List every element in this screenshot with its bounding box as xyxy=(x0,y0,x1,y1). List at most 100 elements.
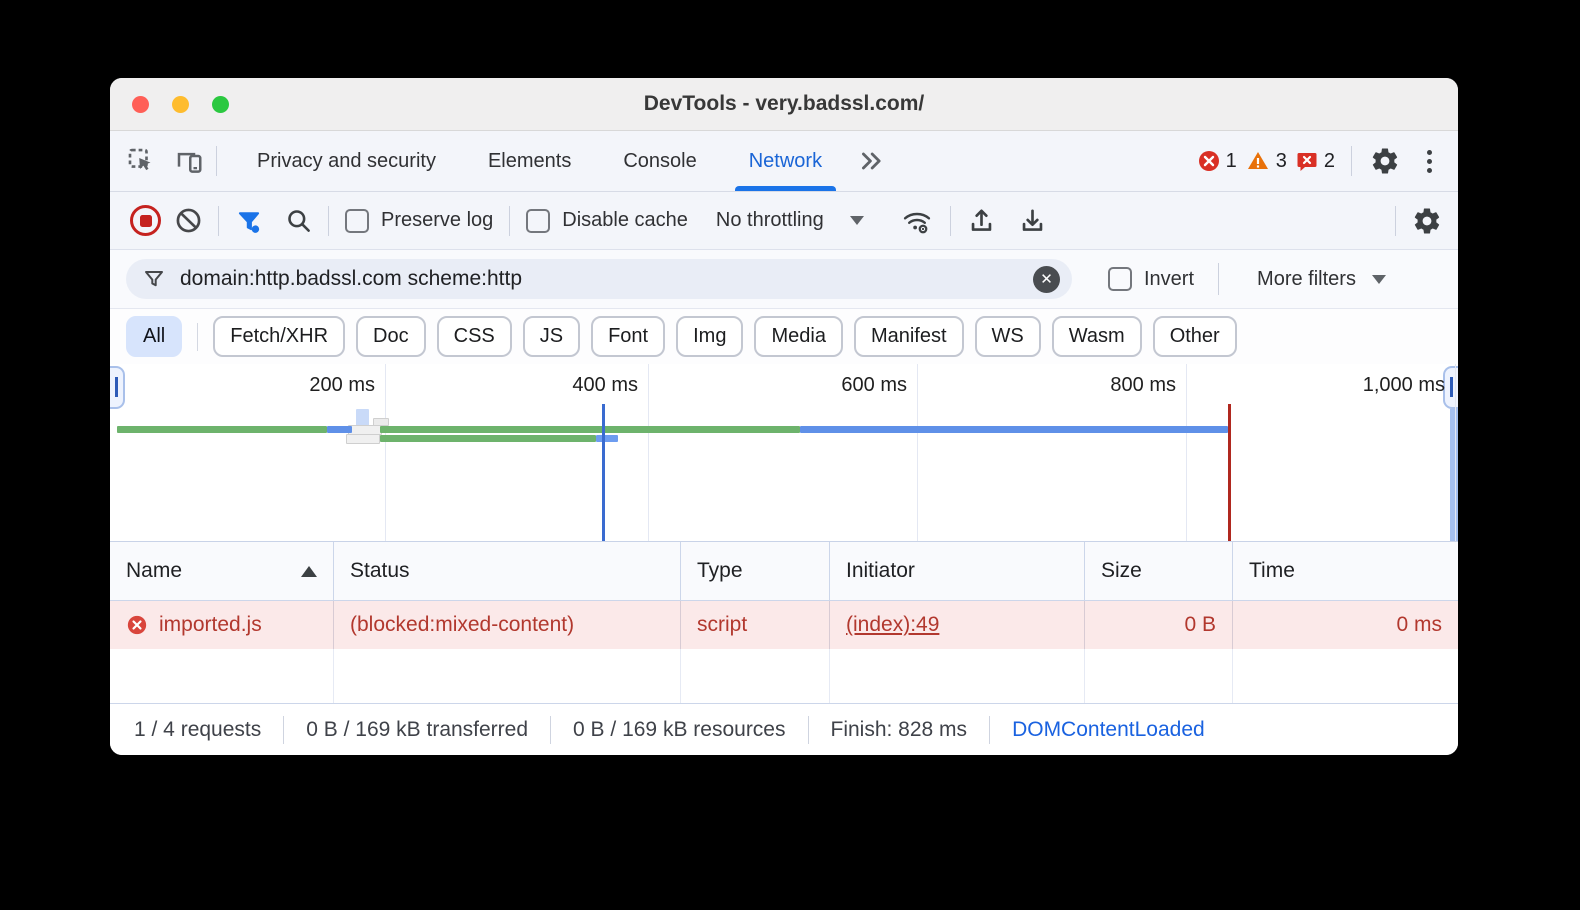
devtools-tabbar: Privacy and security Elements Console Ne… xyxy=(110,131,1458,192)
timeline-tick-label: 400 ms xyxy=(572,374,638,396)
issues-count-badge[interactable]: 2 xyxy=(1295,149,1335,173)
request-initiator-link[interactable]: (index):49 xyxy=(846,613,940,636)
timeline-gridline xyxy=(648,364,649,541)
chip-ws[interactable]: WS xyxy=(974,316,1041,357)
throttling-select[interactable]: No throttling xyxy=(716,209,864,232)
minimize-window-button[interactable] xyxy=(172,95,189,113)
error-icon xyxy=(1198,151,1219,171)
chip-css[interactable]: CSS xyxy=(436,316,512,357)
table-row[interactable]: imported.js (blocked:mixed-content) script… xyxy=(110,601,1458,649)
timeline-gridline xyxy=(917,364,918,541)
error-count-badge[interactable]: 1 xyxy=(1197,149,1237,173)
chip-all[interactable]: All xyxy=(126,316,183,357)
resource-type-filter-row: All Fetch/XHR Doc CSS JS Font Img Media … xyxy=(110,309,1458,364)
network-overview-timeline[interactable]: 200 ms 400 ms 600 ms 800 ms 1,000 ms xyxy=(110,364,1458,542)
column-header-status[interactable]: Status xyxy=(334,542,681,600)
column-header-size[interactable]: Size xyxy=(1085,542,1233,600)
network-settings-gear-icon[interactable] xyxy=(1412,206,1442,236)
more-tabs-icon[interactable] xyxy=(854,144,888,178)
inspect-element-icon[interactable] xyxy=(124,144,158,178)
divider xyxy=(550,715,552,744)
row2-green xyxy=(380,435,596,442)
column-header-name[interactable]: Name xyxy=(110,542,334,600)
titlebar: DevTools - very.badssl.com/ xyxy=(110,78,1458,131)
settings-gear-icon[interactable] xyxy=(1368,144,1402,178)
chip-font[interactable]: Font xyxy=(591,316,666,357)
row1-green-a xyxy=(117,426,327,433)
tab-network[interactable]: Network xyxy=(723,131,848,191)
search-icon[interactable] xyxy=(285,207,312,234)
funnel-icon xyxy=(145,271,163,287)
divider xyxy=(989,715,991,744)
resources-size: 0 B / 169 kB resources xyxy=(573,717,786,741)
close-window-button[interactable] xyxy=(132,95,149,113)
request-size: 0 B xyxy=(1184,613,1216,636)
filter-input[interactable]: domain:http.badssl.com scheme:http ✕ xyxy=(126,259,1072,299)
sort-ascending-icon xyxy=(301,565,317,577)
network-filter-row: domain:http.badssl.com scheme:http ✕ Inv… xyxy=(110,250,1458,309)
filter-query-text: domain:http.badssl.com scheme:http xyxy=(180,267,523,290)
finish-time: Finish: 828 ms xyxy=(830,717,968,741)
panel-tabs: Privacy and security Elements Console Ne… xyxy=(231,131,848,191)
import-har-icon[interactable] xyxy=(967,206,996,235)
overview-right-grip[interactable] xyxy=(1443,366,1458,409)
divider xyxy=(216,146,217,176)
network-toolbar: Preserve log Disable cache No throttling xyxy=(110,192,1458,250)
column-header-time[interactable]: Time xyxy=(1249,559,1295,582)
network-summary-bar: 1 / 4 requests 0 B / 169 kB transferred … xyxy=(110,704,1458,755)
chip-manifest[interactable]: Manifest xyxy=(853,316,964,357)
chip-js[interactable]: JS xyxy=(522,316,581,357)
tab-privacy-and-security[interactable]: Privacy and security xyxy=(257,149,436,172)
network-conditions-icon[interactable] xyxy=(900,206,934,236)
export-har-icon[interactable] xyxy=(1018,206,1047,235)
chip-fetch-xhr[interactable]: Fetch/XHR xyxy=(213,316,346,357)
transferred-size: 0 B / 169 kB transferred xyxy=(306,717,529,741)
chevron-down-icon xyxy=(1371,274,1386,284)
filter-icon[interactable] xyxy=(235,207,263,235)
timeline-gridline xyxy=(385,364,386,541)
requests-count: 1 / 4 requests xyxy=(134,717,262,741)
disable-cache-toggle[interactable]: Disable cache xyxy=(526,208,688,233)
invert-checkbox[interactable] xyxy=(1108,267,1132,291)
divider xyxy=(283,715,285,744)
row1-blue-b xyxy=(800,426,1228,433)
invert-filter-toggle[interactable]: Invert xyxy=(1108,267,1194,291)
clear-network-log-icon[interactable] xyxy=(175,207,202,234)
divider xyxy=(509,205,511,236)
preserve-log-toggle[interactable]: Preserve log xyxy=(345,208,493,233)
warning-count-badge[interactable]: 3 xyxy=(1245,149,1287,173)
chevron-down-icon xyxy=(849,216,864,225)
record-network-log-button[interactable] xyxy=(130,205,161,236)
issues-icon xyxy=(1297,153,1317,171)
more-filters-dropdown[interactable]: More filters xyxy=(1257,268,1386,291)
timeline-gridline xyxy=(1186,364,1187,541)
column-header-type[interactable]: Type xyxy=(681,542,830,600)
devtools-window: DevTools - very.badssl.com/ Privacy and … xyxy=(110,78,1458,755)
zoom-window-button[interactable] xyxy=(212,95,229,113)
kebab-menu-icon[interactable] xyxy=(1414,149,1444,173)
timeline-gridline xyxy=(1455,364,1456,541)
overview-right-scrollbar[interactable] xyxy=(1450,409,1458,541)
divider xyxy=(1218,263,1220,295)
row2-blue xyxy=(596,435,618,442)
chip-img[interactable]: Img xyxy=(676,316,744,357)
preserve-log-checkbox[interactable] xyxy=(345,208,369,233)
domcontentloaded-time[interactable]: DOMContentLoaded xyxy=(1012,717,1205,741)
overview-left-grip[interactable] xyxy=(110,366,125,409)
chip-doc[interactable]: Doc xyxy=(356,316,426,357)
row1-blue-a xyxy=(327,426,352,433)
row1-green-b xyxy=(380,426,800,433)
requests-table-empty-area xyxy=(110,649,1458,704)
request-type: script xyxy=(697,613,748,636)
tab-elements[interactable]: Elements xyxy=(487,149,572,172)
chip-media[interactable]: Media xyxy=(754,316,843,357)
chip-other[interactable]: Other xyxy=(1152,316,1237,357)
requests-table-header: Name Status Type Initiator Size Time xyxy=(110,542,1458,601)
tab-console[interactable]: Console xyxy=(623,149,697,172)
clear-filter-icon[interactable]: ✕ xyxy=(1033,265,1060,293)
device-toolbar-icon[interactable] xyxy=(172,144,206,178)
chip-wasm[interactable]: Wasm xyxy=(1051,316,1142,357)
timeline-tick-label: 800 ms xyxy=(1110,374,1176,396)
disable-cache-checkbox[interactable] xyxy=(526,208,551,233)
column-header-initiator[interactable]: Initiator xyxy=(830,542,1085,600)
